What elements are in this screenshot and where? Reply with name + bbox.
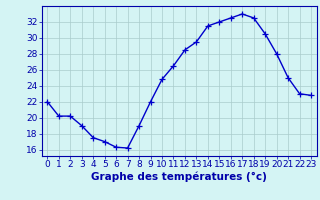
X-axis label: Graphe des températures (°c): Graphe des températures (°c) — [91, 172, 267, 182]
